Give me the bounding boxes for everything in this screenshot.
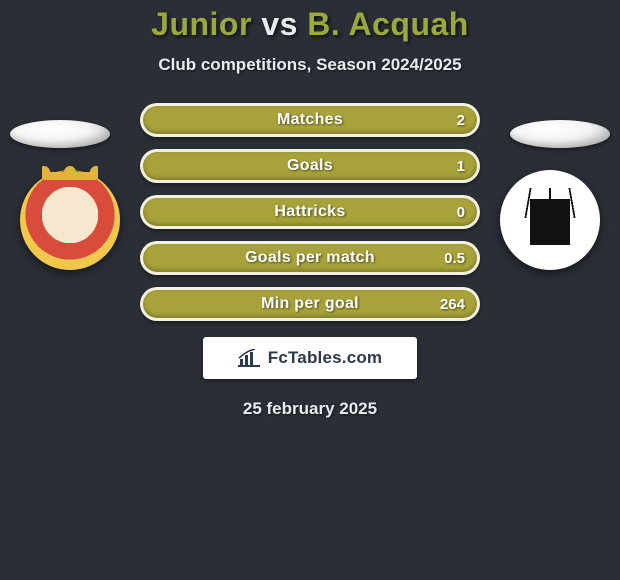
page-title: Junior vs B. Acquah [0,6,620,43]
date-text: 25 february 2025 [0,399,620,419]
stat-matches-label: Matches [143,106,477,134]
stat-mpg-right: 264 [440,290,465,318]
title-player1: Junior [151,6,252,42]
stat-hattricks-right: 0 [457,198,465,226]
stat-mpg-label: Min per goal [143,290,477,318]
stat-bar-mpg: Min per goal 264 [140,287,480,321]
player2-club-monogram: PSC [500,206,600,227]
stat-bar-hattricks: Hattricks 0 [140,195,480,229]
subtitle: Club competitions, Season 2024/2025 [0,55,620,75]
stat-gpm-label: Goals per match [143,244,477,272]
stat-goals-label: Goals [143,152,477,180]
stat-gpm-right: 0.5 [444,244,465,272]
stat-bar-goals: Goals 1 [140,149,480,183]
stat-bars: Matches 2 Goals 1 Hattricks 0 Goals per … [140,103,480,321]
stat-bar-matches: Matches 2 [140,103,480,137]
stat-goals-right: 1 [457,152,465,180]
brand-badge: FcTables.com [203,337,417,379]
player2-club-badge: PSC [500,170,600,270]
stat-bar-gpm: Goals per match 0.5 [140,241,480,275]
player2-avatar-placeholder [510,120,610,148]
player1-avatar-placeholder [10,120,110,148]
player1-club-badge [20,170,120,270]
stat-hattricks-label: Hattricks [143,198,477,226]
bar-chart-icon [238,349,260,367]
title-player2: B. Acquah [307,6,469,42]
comparison-infographic: Junior vs B. Acquah Club competitions, S… [0,0,620,580]
stat-matches-right: 2 [457,106,465,134]
title-vs: vs [261,6,298,42]
brand-text: FcTables.com [268,348,383,368]
